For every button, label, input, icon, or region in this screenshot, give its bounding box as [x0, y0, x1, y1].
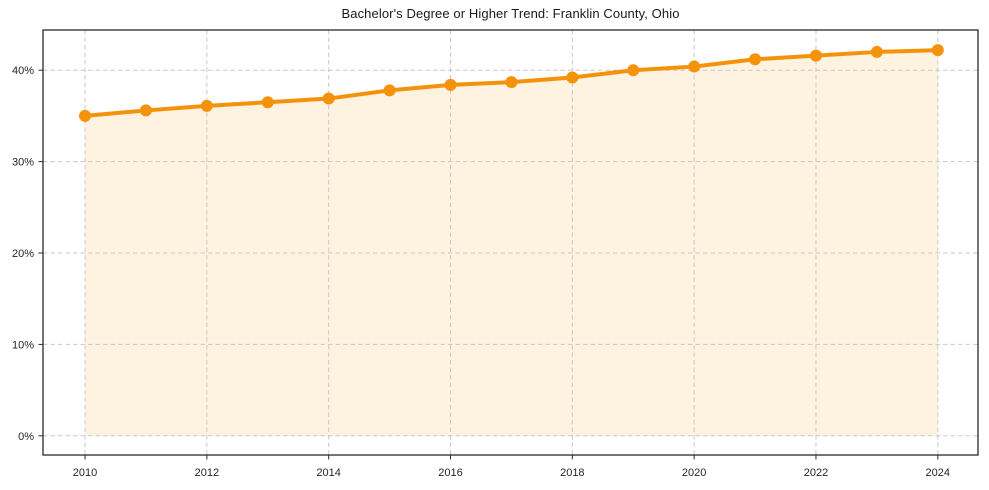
y-tick-label: 20%: [12, 248, 34, 260]
data-point: [383, 84, 396, 97]
plot-border: [42, 29, 979, 456]
data-point: [322, 92, 335, 105]
data-point: [444, 78, 457, 91]
area-fill: [85, 50, 938, 436]
x-tick-label: 2018: [560, 467, 584, 479]
data-point: [79, 109, 92, 122]
chart-title: Bachelor's Degree or Higher Trend: Frank…: [341, 6, 680, 21]
data-point: [261, 96, 274, 109]
x-tick-label: 2020: [682, 467, 706, 479]
data-point: [627, 64, 640, 77]
data-point: [809, 49, 822, 62]
data-point: [870, 45, 883, 58]
x-tick-label: 2016: [438, 467, 462, 479]
data-point: [931, 44, 944, 57]
y-tick-label: 10%: [12, 339, 34, 351]
data-point: [200, 99, 213, 112]
data-point: [688, 60, 701, 73]
x-tick-label: 2012: [195, 467, 219, 479]
y-tick-label: 30%: [12, 157, 34, 169]
y-tick-label: 40%: [12, 65, 34, 77]
x-tick-label: 2024: [926, 467, 950, 479]
x-tick-label: 2022: [804, 467, 828, 479]
y-tick-label: 0%: [18, 431, 34, 443]
data-point: [139, 104, 152, 117]
data-point: [505, 76, 518, 89]
x-tick-label: 2010: [73, 467, 97, 479]
data-point: [566, 71, 579, 84]
data-point: [749, 53, 762, 66]
x-tick-label: 2014: [316, 467, 340, 479]
